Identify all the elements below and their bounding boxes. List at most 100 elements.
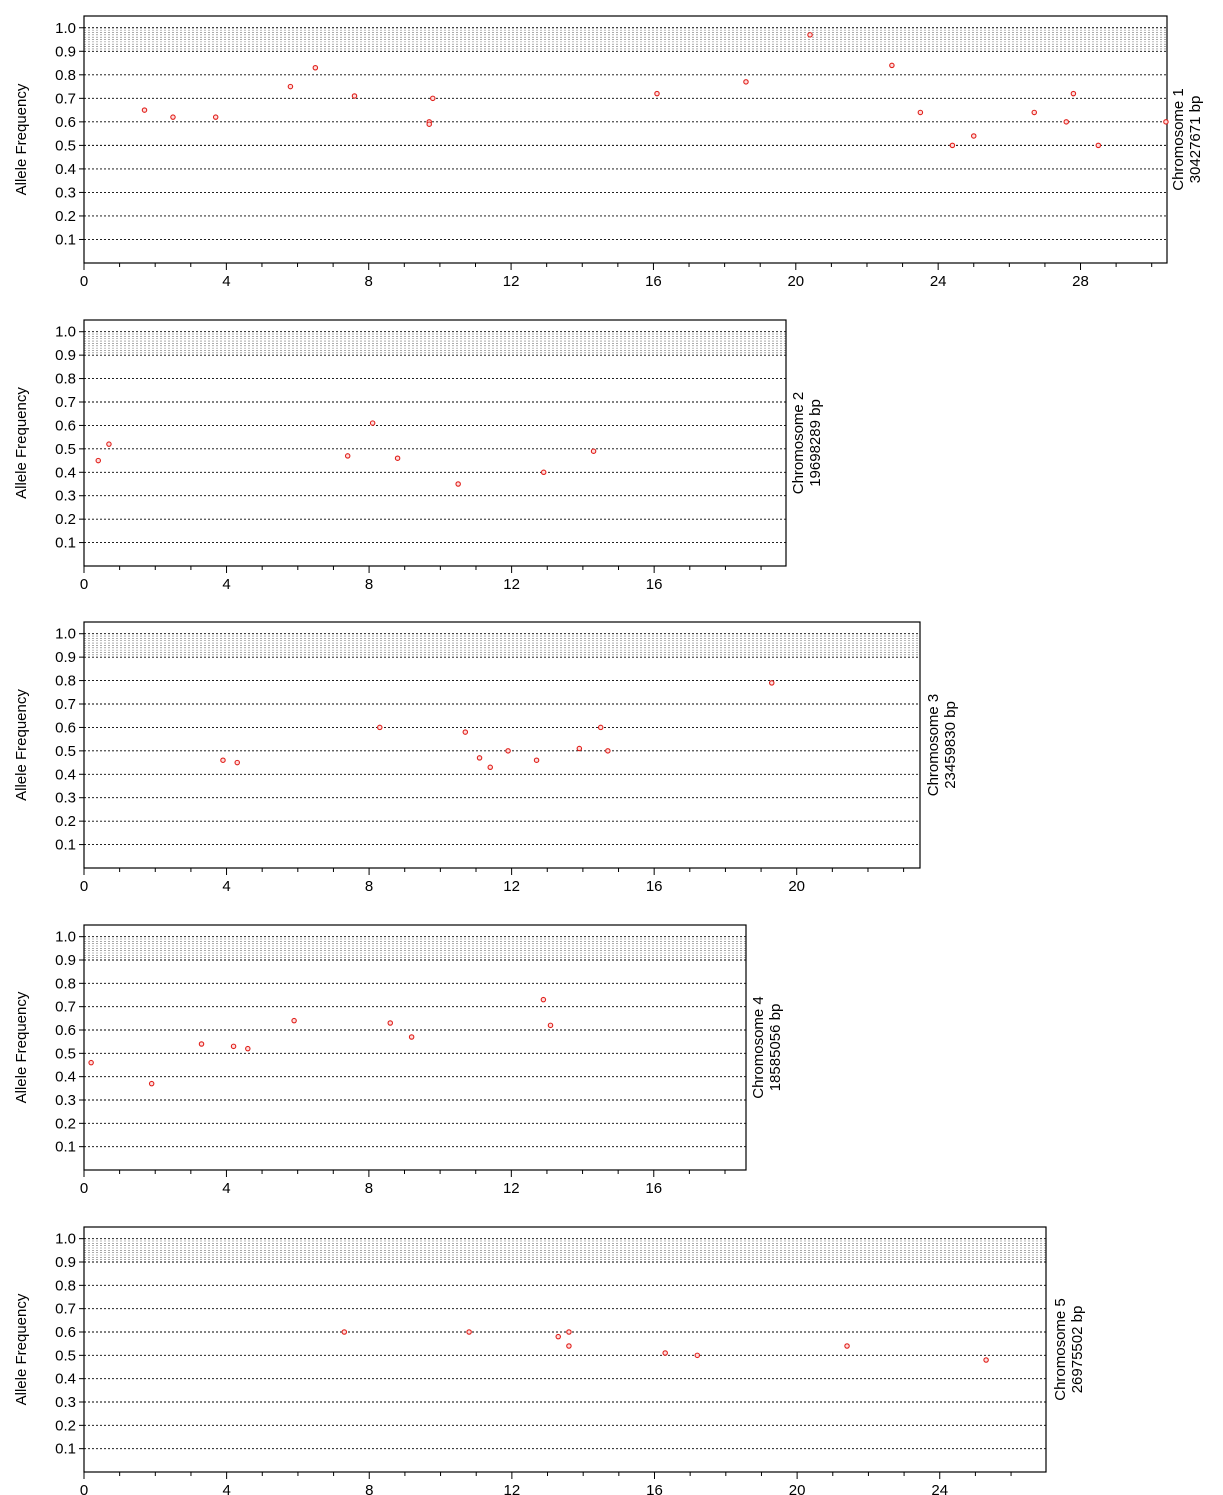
chromosome-name-label: Chromosome 1 [1170,88,1187,191]
y-tick-label: 0.4 [55,1069,76,1086]
data-point [547,1022,554,1029]
chromosome-length-label: 23459830 bp [942,701,959,789]
data-point [1163,119,1169,125]
y-tick-label: 0.4 [55,161,76,178]
data-point [949,142,956,149]
chromosome-length-label: 26975502 bp [1069,1306,1086,1394]
y-tick-label: 0.9 [55,1254,76,1271]
y-tick-label: 0.8 [55,975,76,992]
y-tick-label: 0.9 [55,347,76,364]
x-tick-label: 0 [80,1482,88,1495]
data-point [234,759,240,766]
data-point [505,748,511,754]
x-tick-label: 16 [646,1482,663,1495]
chromosome-name-label: Chromosome 5 [1052,1298,1069,1401]
plot-frame [83,15,1168,264]
data-point [455,481,461,487]
data-point [377,724,383,731]
y-tick-label: 0.6 [55,417,76,434]
chromosome-panel-2: 0.1 0.2 0.3 0.4 0.5 0.6 0.7 0.8 0.9 1.0 0 4 8 12 16 All… [13,319,824,593]
data-point [430,95,436,102]
x-tick-label: 4 [222,273,230,290]
data-point [351,93,358,99]
data-point [743,79,749,85]
x-tick-label: 0 [80,1180,88,1197]
x-tick-label: 12 [503,1180,520,1197]
data-point [1063,119,1070,125]
data-point [566,1343,572,1349]
y-tick-label: 0.6 [55,1324,76,1341]
y-tick-label: 0.3 [55,1092,76,1109]
data-point [970,133,977,139]
y-tick-label: 0.8 [55,1277,76,1294]
y-axis-title: Allele Frequency [13,991,30,1103]
data-point [141,107,148,113]
y-tick-label: 0.5 [55,137,76,154]
data-point [170,114,176,120]
y-tick-label: 0.1 [55,231,76,248]
data-point [769,680,775,686]
data-point [1070,90,1077,97]
x-tick-label: 16 [646,878,663,895]
chromosome-panel-1: 0.1 0.2 0.3 0.4 0.5 0.6 0.7 0.8 0.9 1.0 0 4 8 12 16 20 2… [13,15,1204,290]
data-point [341,1329,348,1335]
y-tick-label: 0.5 [55,1347,76,1364]
data-point [590,448,597,454]
y-tick-label: 0.9 [55,43,76,60]
y-tick-label: 0.7 [55,90,76,107]
y-tick-label: 0.8 [55,67,76,84]
y-tick-label: 0.3 [55,790,76,807]
x-tick-label: 8 [365,273,373,290]
data-point [220,757,226,763]
x-tick-label: 24 [930,273,947,290]
y-tick-label: 1.0 [55,20,76,37]
y-tick-label: 1.0 [55,626,76,643]
y-tick-label: 0.7 [55,999,76,1016]
data-point [576,745,583,752]
data-point [654,90,660,97]
data-point [462,729,469,735]
data-point [287,83,294,90]
data-point [917,109,924,116]
x-tick-label: 12 [503,878,520,895]
y-tick-label: 0.9 [55,649,76,666]
x-tick-label: 8 [365,878,373,895]
data-point [312,65,319,71]
y-tick-label: 0.7 [55,696,76,713]
y-tick-label: 0.4 [55,464,76,481]
x-tick-label: 20 [789,1482,806,1495]
y-tick-label: 1.0 [55,1231,76,1248]
y-tick-label: 0.6 [55,114,76,131]
data-point [230,1043,237,1050]
y-tick-label: 0.4 [55,766,76,783]
chromosome-length-label: 19698289 bp [807,399,824,487]
y-tick-label: 0.3 [55,488,76,505]
data-point [889,62,895,69]
data-point [426,121,432,127]
y-tick-label: 0.1 [55,1139,76,1156]
plot-frame [83,1226,1047,1473]
data-point [566,1329,572,1335]
y-tick-label: 0.6 [55,1022,76,1039]
y-tick-label: 0.5 [55,743,76,760]
data-point [597,724,604,731]
x-tick-label: 4 [222,878,230,895]
y-tick-label: 0.5 [55,1045,76,1062]
y-tick-label: 0.3 [55,184,76,201]
y-tick-label: 0.5 [55,441,76,458]
chromosome-length-label: 18585056 bp [767,1004,784,1092]
data-point [245,1045,251,1052]
x-tick-label: 28 [1072,273,1089,290]
x-tick-label: 8 [365,1180,373,1197]
chromosome-name-label: Chromosome 3 [925,694,942,797]
y-tick-label: 1.0 [55,929,76,946]
y-tick-label: 0.2 [55,208,76,225]
x-tick-label: 20 [788,878,805,895]
data-point [662,1350,668,1356]
x-tick-label: 4 [222,1482,230,1495]
y-tick-label: 0.2 [55,1417,76,1434]
data-point [1031,109,1037,116]
plot-frame [83,621,921,869]
x-tick-label: 16 [645,1180,662,1197]
